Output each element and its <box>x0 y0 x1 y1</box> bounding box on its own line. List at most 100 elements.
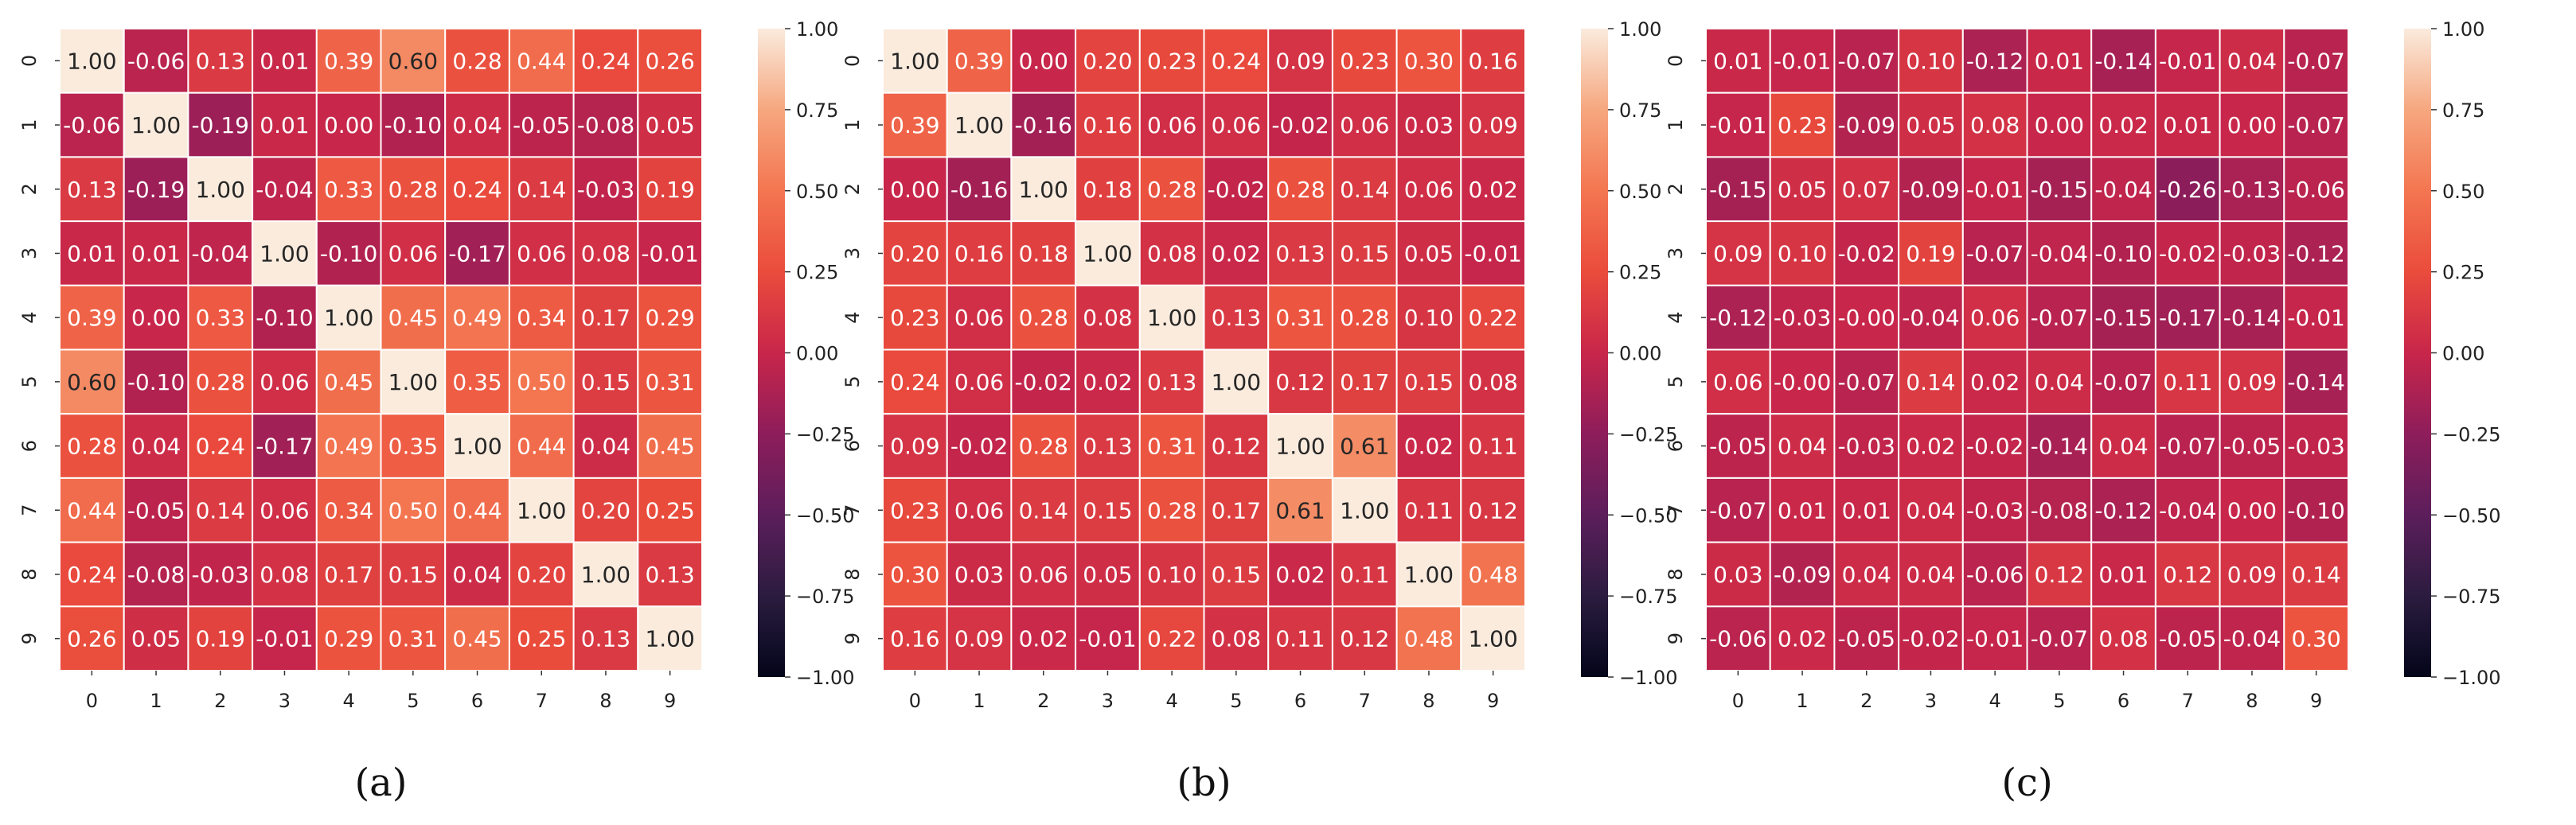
cell-value-label: 0.12 <box>2163 562 2212 588</box>
x-tick-label: 4 <box>1989 690 2001 712</box>
heatmap-cell <box>1203 413 1270 479</box>
y-tick-label: 3 <box>18 247 41 259</box>
cell-value-label: 0.17 <box>1340 369 1389 395</box>
cell-value-label: 1.00 <box>517 497 566 523</box>
cell-value-label: 1.00 <box>196 177 245 203</box>
heatmap-cell <box>1267 220 1333 286</box>
heatmap-cell <box>508 605 575 671</box>
cell-value-label: 0.15 <box>1083 497 1132 523</box>
colorbar-tick-label: −0.25 <box>2442 423 2501 446</box>
cell-value-label: 0.09 <box>2227 369 2277 395</box>
heatmap-cell <box>1460 348 1526 415</box>
colorbar-tick-label: 1.00 <box>2442 18 2484 41</box>
heatmap-cell <box>2283 28 2349 94</box>
heatmap-cell <box>1833 156 1900 223</box>
heatmap-cell <box>1460 477 1526 543</box>
cell-value-label: 0.48 <box>1468 562 1517 588</box>
cell-value-label: -0.12 <box>2094 497 2152 523</box>
cell-value-label: 0.15 <box>1212 562 1261 588</box>
cell-value-label: 0.04 <box>1778 434 1827 460</box>
cell-value-label: 0.26 <box>67 626 116 652</box>
cell-value-label: 0.31 <box>1275 305 1325 331</box>
heatmap-cell <box>2283 541 2349 608</box>
heatmap-cell <box>1331 28 1398 94</box>
cell-value-label: 0.15 <box>581 369 630 395</box>
cell-value-label: 0.12 <box>1212 434 1261 460</box>
heatmap-cell <box>1898 605 1964 671</box>
x-tick-label: 4 <box>1166 690 1178 712</box>
heatmap-cell <box>1961 284 2028 351</box>
cell-value-label: 0.50 <box>388 497 438 523</box>
cell-value-label: 0.14 <box>1340 177 1389 203</box>
y-tick-label: 9 <box>1665 632 1687 644</box>
heatmap-cell <box>2283 284 2349 351</box>
cell-value-label: -0.07 <box>1838 369 1895 395</box>
cell-value-label: 0.13 <box>67 177 116 203</box>
heatmap-cell <box>59 605 125 671</box>
cell-value-label: 0.10 <box>1147 562 1196 588</box>
cell-value-label: 0.30 <box>2291 626 2340 652</box>
x-tick-label: 7 <box>536 690 548 712</box>
cell-value-label: 0.16 <box>890 626 939 652</box>
cell-value-label: 0.28 <box>1147 177 1196 203</box>
cell-value-label: 0.22 <box>1468 305 1517 331</box>
cell-value-label: -0.16 <box>1015 112 1072 138</box>
panel-label: (b) <box>1177 761 1231 805</box>
cell-value-label: 0.03 <box>1404 112 1454 138</box>
cell-value-label: 0.33 <box>196 305 245 331</box>
heatmap-cell <box>444 541 510 608</box>
cell-value-label: 1.00 <box>131 112 181 138</box>
heatmap-cell <box>1769 28 1836 94</box>
cell-value-label: -0.13 <box>2223 177 2281 203</box>
colorbar-tick-label: 0.25 <box>2442 262 2484 284</box>
heatmap-cell <box>1898 28 1964 94</box>
y-tick-label: 6 <box>18 440 41 452</box>
cell-value-label: 0.19 <box>1906 240 1955 267</box>
cell-value-label: 0.01 <box>1842 497 1891 523</box>
x-tick-label: 2 <box>214 690 226 712</box>
x-tick-label: 2 <box>1037 690 1049 712</box>
cell-value-label: -0.01 <box>1709 112 1766 138</box>
cell-value-label: 0.06 <box>260 497 309 523</box>
cell-value-label: 0.28 <box>388 177 438 203</box>
cell-value-label: 1.00 <box>645 626 694 652</box>
heatmap-cell <box>1267 477 1333 543</box>
colorbar-tick-label: −0.75 <box>2442 586 2501 608</box>
heatmap-cell <box>1075 413 1141 479</box>
heatmap-cell <box>123 156 189 223</box>
heatmap-cell <box>1961 28 2028 94</box>
cell-value-label: 0.08 <box>1147 240 1196 267</box>
heatmap-cell <box>1898 541 1964 608</box>
x-tick-label: 9 <box>2310 690 2322 712</box>
heatmap-cell <box>572 605 639 671</box>
cell-value-label: -0.09 <box>1902 177 1959 203</box>
cell-value-label: 0.06 <box>260 369 309 395</box>
cell-value-label: 0.04 <box>1906 562 1955 588</box>
heatmap-cell <box>380 413 447 479</box>
cell-value-label: -0.07 <box>2094 369 2152 395</box>
heatmap-cell <box>1705 28 1771 94</box>
heatmap-cell <box>1898 284 1964 351</box>
cell-value-label: 0.23 <box>890 305 939 331</box>
cell-value-label: -0.10 <box>2094 240 2152 267</box>
colorbar-tick-label: −1.00 <box>796 667 855 689</box>
cell-value-label: 0.02 <box>1468 177 1517 203</box>
heatmap-cell <box>380 28 447 94</box>
y-tick-label: 3 <box>841 247 864 259</box>
cell-value-label: 0.29 <box>645 305 694 331</box>
heatmap-cell <box>1138 348 1205 415</box>
heatmap-cell <box>1769 477 1836 543</box>
cell-value-label: 0.02 <box>1019 626 1068 652</box>
y-tick-label: 6 <box>1665 440 1687 452</box>
cell-value-label: 0.28 <box>1019 305 1068 331</box>
cell-value-label: 0.30 <box>890 562 939 588</box>
cell-value-label: 0.09 <box>890 434 939 460</box>
cell-value-label: 0.00 <box>890 177 939 203</box>
cell-value-label: -0.06 <box>63 112 120 138</box>
cell-value-label: 0.24 <box>452 177 502 203</box>
cell-value-label: -0.01 <box>1774 48 1831 74</box>
cell-value-label: -0.05 <box>2223 434 2281 460</box>
cell-value-label: 0.11 <box>1468 434 1517 460</box>
cell-value-label: -0.03 <box>1966 497 2024 523</box>
cell-value-label: 0.02 <box>1212 240 1261 267</box>
